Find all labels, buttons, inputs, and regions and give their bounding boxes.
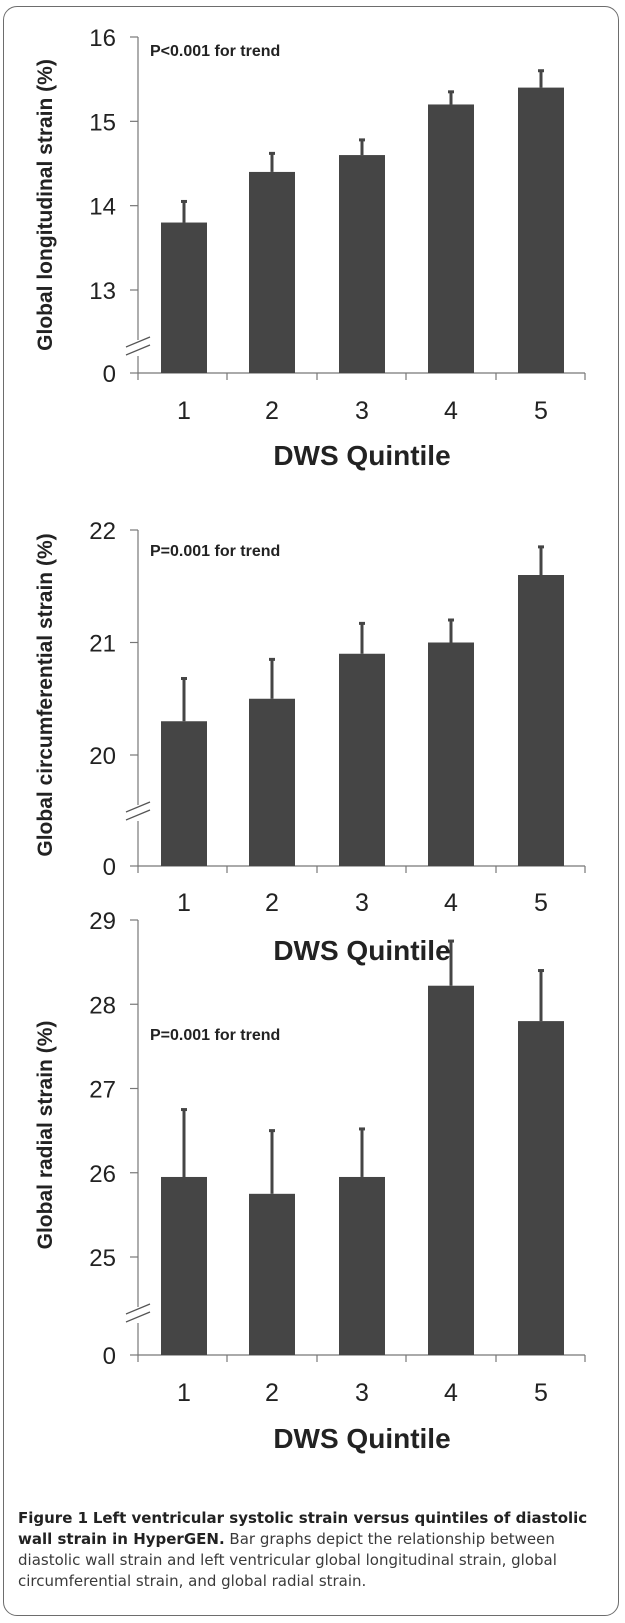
- y-axis-title: Global longitudinal strain (%): [34, 59, 57, 351]
- y-axis-title: Global circumferential strain (%): [34, 533, 57, 856]
- caption-body: Bar graphs depict the relationship betwe…: [18, 1530, 557, 1590]
- bar: [161, 222, 207, 373]
- y-tick-label-zero: 0: [103, 361, 116, 388]
- x-tick-label: 2: [265, 1379, 279, 1407]
- x-axis-title: DWS Quintile: [273, 1423, 450, 1454]
- caption-title: Left ventricular systolic strain versus …: [18, 1509, 588, 1548]
- bar: [428, 104, 474, 373]
- radial-strain-chart: 25 26 27 28 29 0 1 2 3 4 5 DWS Quintile Global radia…: [34, 908, 586, 1454]
- y-tick-label-zero: 0: [103, 854, 116, 881]
- y-tick-label: 21: [89, 631, 116, 658]
- bar: [249, 698, 295, 866]
- chart-plot-group: 25 26 27 28 29 0 1 2 3 4 5 DWS Quintile Global radia…: [34, 908, 586, 1454]
- y-tick-label-zero: 0: [103, 1343, 116, 1370]
- y-tick-label: 26: [89, 1161, 116, 1188]
- chart-plot-group: 13 14 15 16 0 1 2 3 4 5 DWS Quintile Global longitu…: [34, 25, 586, 471]
- trend-annotation: P=0.001 for trend: [150, 543, 280, 560]
- x-tick-label: 1: [177, 1379, 191, 1407]
- y-tick-label: 15: [89, 109, 116, 136]
- axis-break-mark: [125, 1303, 151, 1315]
- circumferential-strain-chart: 20 21 22 0 1 2 3 4 5 DWS Quintile Global circumfer…: [34, 518, 586, 966]
- y-tick-label: 13: [89, 278, 116, 305]
- x-tick-label: 3: [355, 397, 369, 425]
- x-axis-title: DWS Quintile: [273, 935, 450, 966]
- bar: [249, 1193, 295, 1355]
- x-tick-label: 5: [534, 397, 548, 425]
- y-tick-label: 22: [89, 518, 116, 545]
- y-tick-label: 20: [89, 743, 116, 770]
- axis-break-mark: [125, 344, 151, 356]
- bar: [339, 1176, 385, 1355]
- bar: [339, 155, 385, 373]
- bar: [161, 721, 207, 866]
- x-tick-label: 5: [534, 1379, 548, 1407]
- axis-break-mark: [125, 809, 151, 821]
- bar: [249, 171, 295, 373]
- x-tick-label: 3: [355, 889, 369, 917]
- y-axis-title: Global radial strain (%): [34, 1021, 57, 1250]
- bar: [339, 653, 385, 866]
- figure-caption: Figure 1 Left ventricular systolic strai…: [18, 1508, 610, 1592]
- x-axis-title: DWS Quintile: [273, 440, 450, 471]
- x-tick-label: 3: [355, 1379, 369, 1407]
- bar: [428, 985, 474, 1355]
- x-tick-label: 1: [177, 397, 191, 425]
- x-tick-label: 1: [177, 889, 191, 917]
- x-tick-label: 2: [265, 889, 279, 917]
- trend-annotation: P<0.001 for trend: [150, 43, 280, 60]
- y-tick-label: 16: [89, 25, 116, 52]
- bar: [518, 575, 564, 866]
- axis-break-mark: [125, 1311, 151, 1323]
- axis-break-mark: [125, 336, 151, 348]
- figure-frame: [3, 6, 619, 1616]
- bar: [428, 642, 474, 866]
- bar: [518, 87, 564, 373]
- y-tick-label: 27: [89, 1077, 116, 1104]
- y-tick-label: 28: [89, 992, 116, 1019]
- y-tick-label: 14: [89, 194, 116, 221]
- x-tick-label: 2: [265, 397, 279, 425]
- x-tick-label: 4: [444, 397, 458, 425]
- longitudinal-strain-chart: 13 14 15 16 0 1 2 3 4 5 DWS Quintile Global longitu…: [34, 25, 586, 471]
- x-tick-label: 4: [444, 1379, 458, 1407]
- trend-annotation: P=0.001 for trend: [150, 1027, 280, 1044]
- bar: [518, 1021, 564, 1355]
- chart-plot-group: 20 21 22 0 1 2 3 4 5 DWS Quintile Global circumfer…: [34, 518, 586, 966]
- x-tick-label: 4: [444, 889, 458, 917]
- y-tick-label: 29: [89, 908, 116, 935]
- axis-break-mark: [125, 801, 151, 813]
- bar: [161, 1176, 207, 1355]
- caption-label: Figure 1: [18, 1509, 89, 1527]
- x-tick-label: 5: [534, 889, 548, 917]
- y-tick-label: 25: [89, 1245, 116, 1272]
